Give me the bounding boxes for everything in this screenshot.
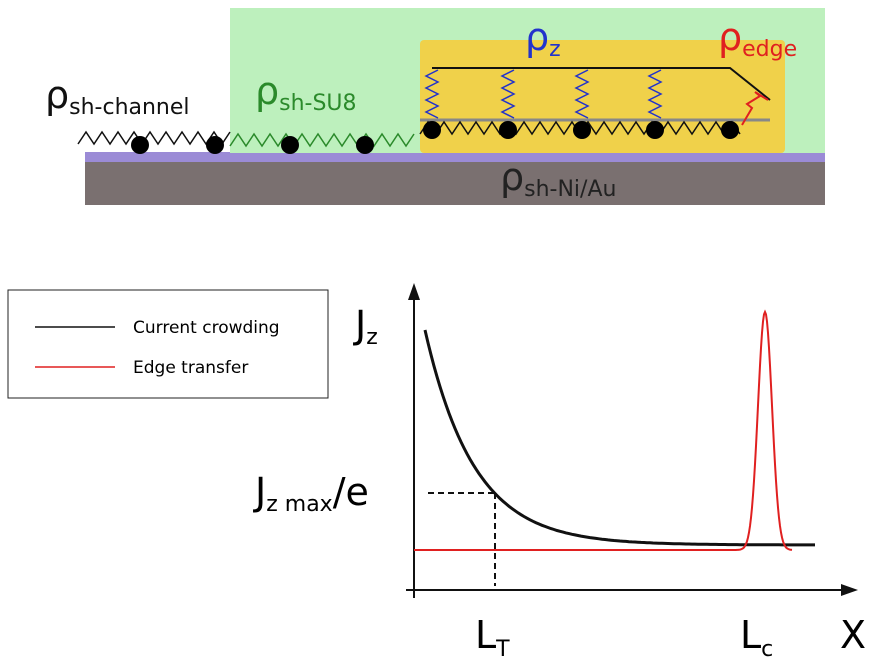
subscript: T (495, 637, 510, 662)
subscript: z (366, 325, 378, 350)
subscript: sh-channel (69, 95, 189, 120)
symbol: ρ (255, 69, 279, 113)
symbol: ρ (525, 15, 549, 59)
subscript: edge (742, 37, 797, 62)
symbol: L (740, 613, 761, 657)
node (721, 121, 739, 139)
symbol: J (353, 303, 366, 347)
symbol: L (475, 613, 496, 657)
symbol: ρ (718, 15, 742, 59)
arrow (408, 283, 420, 300)
symbol: J (253, 470, 266, 514)
arrow (841, 584, 858, 596)
symbol: ρ (500, 155, 524, 199)
legend (8, 290, 328, 398)
x-axis-label: X (840, 613, 866, 657)
node (131, 136, 149, 154)
substrate (85, 160, 825, 205)
subscript: z (549, 37, 561, 62)
node (423, 121, 441, 139)
mark-label: Lc (740, 613, 773, 662)
symbol: ρ (45, 73, 69, 117)
subscript: c (761, 637, 773, 662)
node (499, 121, 517, 139)
edge-transfer-curve (414, 312, 792, 550)
level-label: Jz max/e (253, 470, 369, 517)
subscript: sh-Ni/Au (524, 177, 616, 202)
label-sh-channel: ρsh-channel (45, 73, 190, 120)
node (206, 136, 224, 154)
node (356, 136, 374, 154)
legend-entry: Current crowding (133, 318, 280, 338)
subscript: sh-SU8 (279, 91, 356, 116)
metal-layer (85, 152, 825, 162)
suffix: /e (333, 470, 369, 514)
node (573, 121, 591, 139)
mark-label: LT (475, 613, 510, 662)
figure: ρsh-channel ρsh-SU8 ρz ρedge ρsh-Ni/Au C… (0, 0, 870, 663)
node (646, 121, 664, 139)
legend-entry: Edge transfer (133, 358, 248, 378)
y-axis-label: Jz (353, 303, 378, 350)
subscript: z max (266, 492, 332, 517)
node (281, 136, 299, 154)
